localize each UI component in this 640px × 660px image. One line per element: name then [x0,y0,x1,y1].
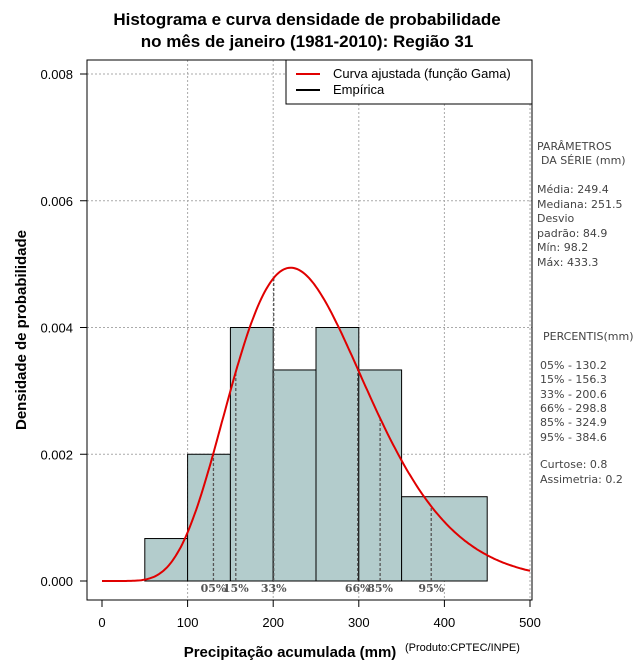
legend-label-fit: Curva ajustada (função Gama) [333,66,511,81]
percentile-label: 85% [367,582,393,595]
credit-text: (Produto:CPTEC/INPE) [405,642,520,654]
y-tick-label: 0.002 [40,447,73,462]
percentile-label: 66% [345,582,371,595]
legend-label-empirical: Empírica [333,82,385,97]
params-title-1: PARÂMETROS [537,140,612,153]
y-axis-label: Densidade de probabilidade [13,230,30,430]
x-tick-label: 100 [177,615,199,630]
histogram-bar [315,327,360,582]
params-title-2: DA SÉRIE (mm) [541,154,626,167]
param-line: padrão: 84.9 [537,227,607,240]
percentil-line: 95% - 384.6 [540,431,607,444]
percentil-line: 05% - 130.2 [540,359,607,372]
stat-line: Curtose: 0.8 [540,458,607,471]
percentile-label: 33% [261,582,287,595]
histogram-bar [187,453,231,582]
y-tick-label: 0.004 [40,321,73,336]
param-line: Mín: 98.2 [537,241,588,254]
stat-line: Assimetria: 0.2 [540,473,623,486]
percentile-markers: 05%15% 33% 66%85% 95% [201,277,445,595]
chart-title-line-1: Histograma e curva densidade de probabil… [113,10,500,29]
param-line: Média: 249.4 [537,183,609,196]
legend-box [285,59,533,105]
histogram-bar [272,369,317,582]
chart-title-line-2: no mês de janeiro (1981-2010): Região 31 [141,32,474,51]
percentis-title: PERCENTIS(mm) [543,330,634,343]
axes: 0 100 200 300 400 500 0.000 0.002 0.004 0.006 0.00… [40,67,540,630]
x-tick-label: 0 [98,615,105,630]
percentile-label: 05% [201,582,227,595]
fitted-gamma-curve [102,266,531,582]
histogram-bar [401,496,488,582]
x-tick-label: 300 [348,615,370,630]
y-tick-label: 0.008 [40,67,73,82]
series-parameters-panel: PARÂMETROS DA SÉRIE (mm) Média: 249.4 Me… [537,140,626,269]
x-tick-label: 400 [434,615,456,630]
percentil-line: 15% - 156.3 [540,373,607,386]
histogram-bar [229,327,274,582]
percentil-line: 66% - 298.8 [540,402,607,415]
param-line: Máx: 433.3 [537,256,598,269]
x-axis-label: Precipitação acumulada (mm) [184,644,397,660]
x-tick-label: 200 [262,615,284,630]
y-tick-label: 0.006 [40,194,73,209]
percentil-line: 33% - 200.6 [540,388,607,401]
param-line: Mediana: 251.5 [537,198,622,211]
percentil-line: 85% - 324.9 [540,416,607,429]
percentile-label: 95% [418,582,444,595]
percentile-label: 15% [223,582,249,595]
percentiles-panel: PERCENTIS(mm) 05% - 130.2 15% - 156.3 33… [540,330,634,486]
x-tick-label: 500 [519,615,541,630]
legend: Curva ajustada (função Gama) Empírica [285,59,533,105]
fitted-curve-layer [102,266,531,582]
y-tick-label: 0.000 [40,574,73,589]
histogram-bars [144,327,488,582]
param-line: Desvio [537,212,575,225]
